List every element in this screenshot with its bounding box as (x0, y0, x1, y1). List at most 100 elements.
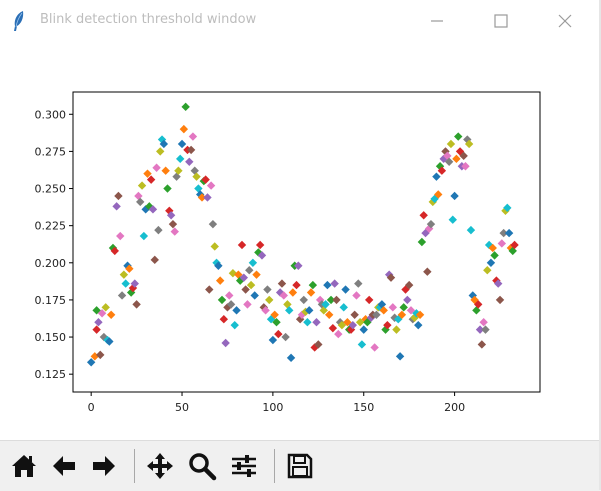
pan-button[interactable] (142, 446, 178, 486)
data-point (332, 295, 341, 305)
data-point (303, 317, 312, 327)
data-point (452, 154, 461, 164)
figure-canvas[interactable]: 0 50 100 150 200 0.125 0.150 0.175 0.200 0.225 0.2… (0, 42, 601, 440)
data-point (479, 317, 488, 327)
data-point (399, 303, 408, 312)
data-point (459, 151, 468, 161)
data-point (176, 154, 185, 164)
data-point (339, 303, 348, 312)
data-point (364, 295, 374, 305)
data-point (126, 288, 136, 297)
data-point (86, 358, 96, 367)
data-point (121, 279, 130, 288)
navigation-toolbar (0, 440, 601, 491)
data-point (150, 255, 159, 265)
configure-subplots-button[interactable] (226, 446, 262, 486)
data-point (341, 285, 350, 294)
save-button[interactable] (282, 446, 318, 486)
data-point (226, 300, 236, 309)
data-point (448, 215, 457, 224)
data-point (464, 139, 474, 149)
data-point (352, 291, 361, 300)
data-point (179, 124, 189, 134)
data-point (272, 317, 281, 327)
toolbar-separator (274, 449, 275, 483)
x-tick-label: 100 (262, 401, 283, 414)
data-point (217, 295, 227, 305)
data-point (96, 350, 105, 360)
data-point (508, 246, 517, 256)
back-icon (53, 456, 75, 476)
data-point (168, 219, 178, 229)
data-point (285, 306, 294, 315)
data-point (114, 191, 123, 201)
data-point (432, 172, 441, 181)
data-point (237, 240, 247, 250)
data-point (263, 285, 272, 294)
home-icon (12, 455, 36, 477)
save-icon (287, 453, 313, 479)
maximize-button[interactable] (478, 4, 524, 38)
data-point (268, 335, 278, 345)
back-button[interactable] (46, 446, 82, 486)
data-point (321, 300, 330, 309)
minimize-icon (431, 20, 443, 22)
y-tick-label: 0.150 (35, 331, 67, 344)
data-point (372, 310, 381, 319)
data-point (265, 295, 274, 305)
minimize-button[interactable] (414, 4, 460, 38)
data-point (206, 181, 216, 190)
data-point (221, 338, 230, 348)
scatter-plot: 0 50 100 150 200 0.125 0.150 0.175 0.200 0.225 0.2… (35, 91, 541, 414)
data-point (205, 285, 214, 294)
data-point (105, 337, 114, 346)
data-point (177, 139, 187, 149)
pan-icon (147, 453, 173, 479)
data-point (186, 145, 196, 155)
data-point (419, 211, 428, 220)
data-point (294, 261, 303, 270)
data-point (101, 303, 110, 312)
data-point (504, 228, 514, 238)
data-point (157, 135, 167, 144)
data-point (417, 237, 427, 247)
zoom-icon (189, 453, 217, 481)
data-point (348, 320, 358, 330)
data-point (270, 310, 279, 319)
data-point (106, 310, 116, 319)
data-point (132, 300, 141, 309)
data-point (355, 317, 365, 327)
data-point (197, 193, 207, 202)
forward-button[interactable] (86, 446, 122, 486)
y-tick-label: 0.275 (35, 145, 67, 158)
data-point (116, 231, 125, 241)
data-point (494, 279, 503, 288)
y-tick-label: 0.225 (35, 220, 67, 233)
data-point (201, 175, 210, 184)
data-point (446, 139, 456, 149)
data-point (232, 306, 241, 315)
data-point (148, 205, 158, 214)
data-point (305, 306, 314, 315)
data-point (208, 219, 218, 229)
close-button[interactable] (542, 4, 588, 38)
data-point (299, 295, 308, 305)
data-point (117, 291, 127, 300)
data-point (386, 273, 396, 282)
home-button[interactable] (6, 446, 42, 486)
data-point (156, 147, 165, 156)
data-point (308, 280, 318, 290)
data-point (136, 197, 145, 207)
title-bar[interactable]: Blink detection threshold window (0, 0, 601, 42)
window-title: Blink detection threshold window (40, 12, 257, 27)
zoom-button[interactable] (184, 446, 220, 486)
y-tick-label: 0.125 (35, 368, 67, 381)
feather-icon (10, 10, 28, 32)
data-point (328, 323, 338, 333)
data-point (125, 264, 134, 273)
data-point (388, 303, 398, 312)
data-point (239, 273, 249, 282)
data-point (497, 239, 507, 248)
data-point (383, 320, 392, 330)
